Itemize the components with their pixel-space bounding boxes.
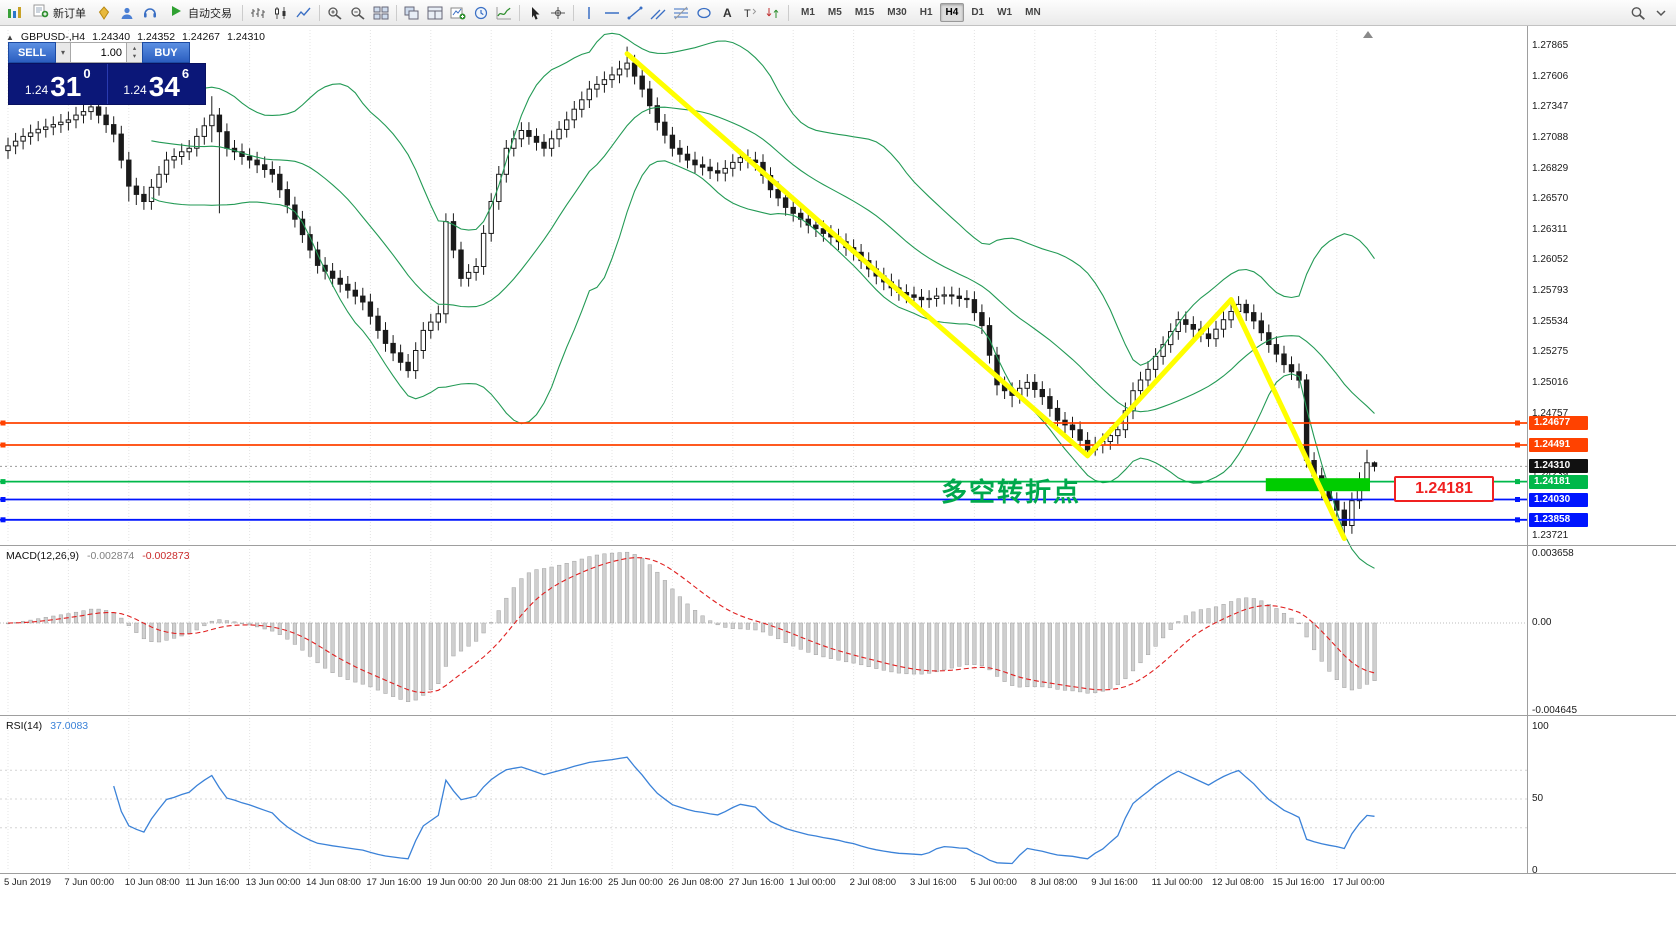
- play-icon: [168, 4, 184, 21]
- vline-icon[interactable]: [578, 3, 600, 23]
- symbol-name: GBPUSD-,H4: [20, 31, 86, 43]
- rsi-name: RSI(14): [6, 720, 43, 732]
- buy-price-pip: 6: [181, 66, 190, 81]
- main-toolbar: 新订单 自动交易 A T M1 M5 M15 M30 H1 H4 D1 W1 MN: [0, 0, 1676, 26]
- macd-name: MACD(12,26,9): [6, 550, 79, 562]
- arrows-icon[interactable]: [762, 3, 784, 23]
- panel-separators[interactable]: [0, 26, 1676, 874]
- macd-signal-line: [7, 557, 1375, 694]
- volume-stepper[interactable]: ▴ ▾: [127, 42, 142, 63]
- hline-icon[interactable]: [601, 3, 623, 23]
- gold-icon[interactable]: [93, 3, 115, 23]
- chart-workspace[interactable]: 1.27865 1.27606 1.27347 1.27088 1.26829 1.265…: [0, 26, 1676, 949]
- timeframe-mn[interactable]: MN: [1025, 7, 1041, 18]
- sell-button[interactable]: SELL: [8, 42, 56, 63]
- text-icon[interactable]: A: [716, 3, 738, 23]
- new-chart-icon[interactable]: [447, 3, 469, 23]
- ohlc-open: 1.24340: [92, 31, 131, 43]
- price-axis[interactable]: [1528, 26, 1676, 873]
- macd-signal-value: -0.002873: [142, 550, 190, 562]
- support-icon[interactable]: [139, 3, 161, 23]
- search-icon[interactable]: [1627, 3, 1649, 23]
- ohlc-high: 1.24352: [137, 31, 176, 43]
- chart-shift-marker-icon[interactable]: [1363, 31, 1373, 38]
- chevron-down-icon[interactable]: [1650, 3, 1672, 23]
- timeframe-h1[interactable]: H1: [919, 7, 933, 18]
- crosshair-icon[interactable]: [547, 3, 569, 23]
- arrange-windows-icon[interactable]: [424, 3, 446, 23]
- ohlc-low: 1.24267: [182, 31, 221, 43]
- zoom-in-icon[interactable]: [324, 3, 346, 23]
- svg-text:A: A: [723, 6, 732, 20]
- chevron-down-icon: ▾: [60, 48, 65, 57]
- timeframe-toolbar: M1 M5 M15 M30 H1 H4 D1 W1 MN: [795, 3, 1047, 22]
- timeframe-h4[interactable]: H4: [939, 3, 965, 22]
- timeframe-m5[interactable]: M5: [827, 7, 842, 18]
- indicators-icon[interactable]: [493, 3, 515, 23]
- toolbar-separator: [788, 4, 789, 21]
- timeframe-m1[interactable]: M1: [801, 7, 815, 18]
- cascade-windows-icon[interactable]: [401, 3, 423, 23]
- new-order-button[interactable]: 新订单: [27, 3, 92, 23]
- toolbar-separator: [396, 4, 397, 21]
- stepper-down-icon: ▾: [132, 52, 137, 60]
- rsi-line: [113, 756, 1375, 865]
- buy-price[interactable]: 1.24 34 6: [106, 64, 206, 104]
- volume-input[interactable]: [71, 42, 127, 63]
- zoom-out-icon[interactable]: [347, 3, 369, 23]
- timeframe-m15[interactable]: M15: [854, 7, 875, 18]
- timeframe-d1[interactable]: D1: [971, 7, 985, 18]
- time-axis[interactable]: [0, 873, 1527, 897]
- turning-point-annotation[interactable]: 多空转折点: [941, 477, 1082, 507]
- auto-trading-button-label: 自动交易: [188, 7, 232, 20]
- rsi-indicator-label: RSI(14) 37.0083: [6, 720, 88, 732]
- toolbar-separator: [519, 4, 520, 21]
- chart-canvas[interactable]: [0, 26, 1676, 949]
- sell-price-pip: 0: [83, 66, 91, 81]
- bar-chart-icon[interactable]: [247, 3, 269, 23]
- line-chart-icon[interactable]: [293, 3, 315, 23]
- macd-main-value: -0.002874: [86, 550, 135, 562]
- sell-price-prefix: 1.24: [24, 83, 49, 97]
- timeframe-w1[interactable]: W1: [997, 7, 1013, 18]
- rsi-value: 37.0083: [50, 720, 89, 732]
- toolbar-separator: [573, 4, 574, 21]
- candle-chart-icon[interactable]: [270, 3, 292, 23]
- auto-trading-button[interactable]: 自动交易: [162, 3, 238, 23]
- label-icon[interactable]: T: [739, 3, 761, 23]
- candles-series: [5, 46, 1378, 538]
- toolbar-separator: [319, 4, 320, 21]
- new-order-icon: [33, 4, 49, 21]
- sell-price-big: 31: [50, 70, 82, 102]
- buy-price-prefix: 1.24: [123, 83, 147, 97]
- order-settings-dropdown[interactable]: ▾: [56, 42, 71, 63]
- tile-windows-icon[interactable]: [370, 3, 392, 23]
- toolbar-separator: [242, 4, 243, 21]
- terminal-icon[interactable]: [4, 3, 26, 23]
- profile-icon[interactable]: [116, 3, 138, 23]
- svg-text:T: T: [744, 8, 751, 20]
- macd-indicator-label: MACD(12,26,9) -0.002874 -0.002873: [6, 550, 190, 562]
- buy-button[interactable]: BUY: [142, 42, 190, 63]
- clock-icon[interactable]: [470, 3, 492, 23]
- trendline-icon[interactable]: [624, 3, 646, 23]
- stepper-up-icon: ▴: [132, 45, 137, 53]
- sell-price[interactable]: 1.24 31 0: [9, 64, 107, 104]
- new-order-button-label: 新订单: [53, 7, 86, 20]
- macd-histogram: [5, 551, 1377, 702]
- ohlc-close: 1.24310: [227, 31, 265, 43]
- symbol-ohlc-header: ▲ GBPUSD-,H4 1.24340 1.24352 1.24267 1.2…: [6, 31, 265, 43]
- cursor-icon[interactable]: [524, 3, 546, 23]
- bollinger-bands: [151, 32, 1375, 569]
- trend-lines[interactable]: [624, 51, 1347, 541]
- shapes-icon[interactable]: [693, 3, 715, 23]
- buy-price-big: 34: [148, 70, 180, 102]
- symbol-marker-icon: ▲: [6, 32, 14, 42]
- timeframe-m30[interactable]: M30: [887, 7, 907, 18]
- channel-icon[interactable]: [647, 3, 669, 23]
- fibonacci-icon[interactable]: [670, 3, 692, 23]
- price-callout-box[interactable]: 1.24181: [1394, 476, 1494, 502]
